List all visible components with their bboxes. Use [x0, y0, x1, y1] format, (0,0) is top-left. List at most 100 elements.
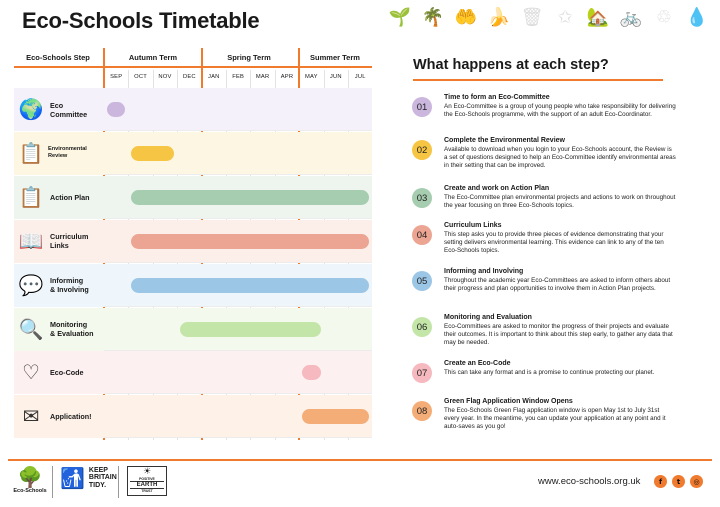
starfish-icon: ✩	[557, 6, 573, 28]
schedule-bar	[131, 277, 370, 293]
step-number-badge: 06	[412, 317, 432, 337]
step-description: An Eco-Committee is a group of young peo…	[444, 103, 676, 119]
month-may: MAY	[305, 74, 318, 80]
step-number-badge: 01	[412, 97, 432, 117]
magnifier-icon: 🔍	[18, 316, 44, 341]
schedule-bar	[302, 409, 370, 425]
palm-tree-icon: 🌴	[421, 6, 445, 28]
open-book-icon: 📖	[18, 228, 44, 253]
timetable-row: 📖 Curriculum Links	[14, 219, 372, 263]
step-heading: Create an Eco-Code	[444, 360, 511, 367]
row-title: Curriculum Links	[50, 232, 89, 251]
tree-icon: 🌳	[17, 465, 43, 489]
sun-icon: ☀	[142, 467, 152, 477]
step-number-badge: 08	[412, 401, 432, 421]
speech-bubbles-icon: 💬	[18, 272, 44, 297]
bin-icon: 🗑	[520, 6, 544, 28]
row-label: ✉ Application!	[14, 395, 104, 439]
schedule-bar	[302, 365, 321, 381]
month-sep: SEP	[110, 74, 123, 80]
positive-earth-trust-logo: ☀ POSITIVE EARTH TRUST	[127, 466, 167, 496]
step-heading: Monitoring and Evaluation	[444, 314, 532, 321]
bicycle-icon: 🚲	[619, 6, 643, 28]
month-apr: APR	[280, 74, 294, 80]
month-oct: OCT	[134, 74, 147, 80]
plant-icon: 🌱	[388, 6, 412, 28]
row-title: Eco Committee	[50, 100, 88, 119]
step-description: Eco-Committees are asked to monitor the …	[444, 323, 673, 347]
instagram-icon[interactable]: ◎	[690, 475, 703, 488]
facebook-icon[interactable]: f	[654, 475, 667, 488]
month-jul: JUL	[354, 74, 366, 80]
row-label: 💬 Informing & Involving	[14, 263, 104, 307]
row-label: ♡ Eco-Code	[14, 351, 104, 395]
twitter-icon[interactable]: t	[672, 475, 685, 488]
row-title: Action Plan	[50, 192, 90, 202]
envelope-icon: ✉	[22, 404, 40, 429]
timetable-row: 🌍 Eco Committee	[14, 88, 372, 131]
step-heading: Informing and Involving	[444, 268, 524, 275]
month-header: SEP OCT NOV DEC JAN FEB MAR APR MAY JUN JUL	[104, 70, 372, 86]
timetable-row: ♡ Eco-Code	[14, 351, 372, 395]
step-description: Available to download when you login to …	[444, 146, 676, 170]
globe-hands-icon: 🌍	[18, 97, 44, 121]
step-number-badge: 04	[412, 225, 432, 245]
step-description: The Eco-Schools Green Flag application w…	[444, 407, 666, 431]
recycle-icon: ♲	[655, 6, 673, 28]
step-number-badge: 03	[412, 188, 432, 208]
tidyman-icon: 🚮	[60, 466, 85, 490]
month-mar: MAR	[255, 74, 270, 80]
term-spring: Spring Term	[227, 53, 271, 62]
hands-icon: 🤲	[454, 6, 478, 28]
clipboard-magnifier-icon: 📋	[18, 140, 44, 165]
step-number-badge: 07	[412, 363, 432, 383]
step-number-badge: 05	[412, 271, 432, 291]
schedule-bar	[131, 145, 175, 161]
timetable-header: Eco-Schools Step Autumn Term Spring Term…	[14, 48, 372, 68]
month-dec: DEC	[182, 74, 196, 80]
timetable-row: 🔍 Monitoring & Evaluation	[14, 307, 372, 351]
page-title: Eco-Schools Timetable	[22, 8, 260, 33]
step-description: The Eco-Committee plan environmental pro…	[444, 194, 676, 210]
row-label: 📋 Action Plan	[14, 175, 104, 219]
keep-britain-tidy-logo: 🚮 KEEP BRITAIN TIDY.	[60, 466, 117, 490]
clipboard-icon: 📋	[18, 184, 44, 209]
schedule-bar	[180, 321, 321, 337]
step-heading: Create and work on Action Plan	[444, 185, 550, 192]
water-drop-icon: 💧	[685, 6, 709, 28]
heart-leaf-icon: ♡	[22, 360, 40, 385]
step-heading: Complete the Environmental Review	[444, 137, 565, 144]
month-feb: FEB	[232, 74, 245, 80]
timetable-row: ✉ Application!	[14, 395, 372, 439]
step-column-header: Eco-Schools Step	[26, 53, 90, 62]
step-number-badge: 02	[412, 140, 432, 160]
house-icon: 🏡	[586, 6, 610, 28]
timetable-row: 💬 Informing & Involving	[14, 263, 372, 307]
timetable-row: 📋 Environmental Review	[14, 131, 372, 175]
row-label: 📖 Curriculum Links	[14, 219, 104, 263]
steps-divider	[413, 79, 663, 81]
banana-icon: 🍌	[487, 6, 511, 28]
term-summer: Summer Term	[310, 53, 360, 62]
step-description: Throughout the academic year Eco-Committ…	[444, 277, 671, 293]
step-heading: Time to form an Eco-Committee	[444, 94, 550, 101]
step-description: This step asks you to provide three piec…	[444, 231, 664, 255]
row-label: 🔍 Monitoring & Evaluation	[14, 307, 104, 351]
schedule-bar	[107, 102, 126, 117]
month-jan: JAN	[208, 74, 220, 80]
website-link[interactable]: www.eco-schools.org.uk	[538, 476, 641, 487]
steps-title: What happens at each step?	[413, 57, 609, 73]
row-label: 📋 Environmental Review	[14, 131, 104, 175]
month-jun: JUN	[329, 74, 342, 80]
step-description: This can take any format and is a promis…	[444, 369, 655, 376]
footer-divider	[8, 459, 712, 461]
row-title: Environmental Review	[48, 146, 87, 160]
row-title: Informing & Involving	[50, 276, 89, 295]
row-title: Application!	[50, 412, 92, 422]
month-nov: NOV	[158, 74, 172, 80]
term-autumn: Autumn Term	[128, 53, 178, 62]
schedule-bar	[131, 233, 370, 249]
step-heading: Curriculum Links	[444, 222, 502, 229]
timetable-row: 📋 Action Plan	[14, 175, 372, 219]
timetable: Eco-Schools Step Autumn Term Spring Term…	[14, 48, 372, 440]
